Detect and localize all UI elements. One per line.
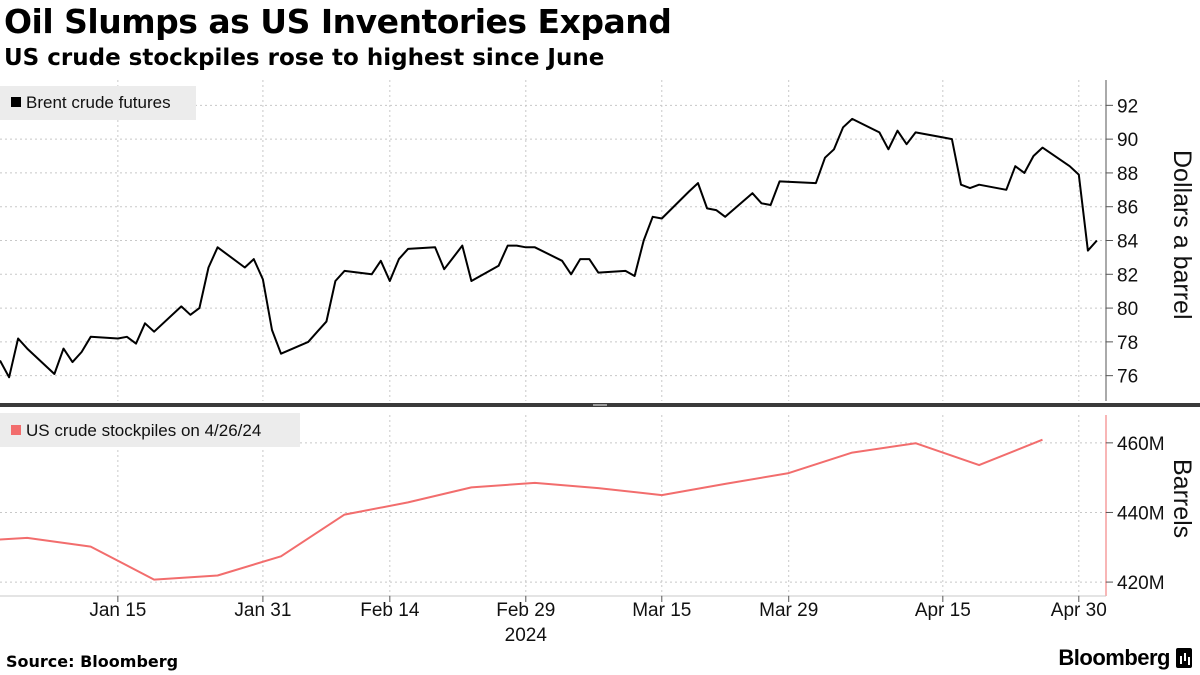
y-tick-label: 440M: [1117, 503, 1165, 524]
brent-legend: Brent crude futures: [0, 86, 196, 120]
x-tick-label: Apr 30: [1051, 600, 1107, 621]
y-tick-label: 76: [1117, 367, 1138, 388]
x-tick-label: Feb 14: [360, 600, 420, 621]
y-tick-label: 90: [1117, 130, 1138, 151]
brent-y-axis-label: Dollars a barrel: [1168, 150, 1196, 320]
y-tick-label: 460M: [1117, 434, 1165, 455]
chart-title: Oil Slumps as US Inventories Expand: [4, 2, 672, 41]
x-tick-label: Jan 15: [89, 600, 146, 621]
y-tick-label: 92: [1117, 96, 1138, 117]
x-axis: Jan 15 Jan 31 Feb 14 Feb 29 Mar 15 Mar 29 Apr …: [89, 596, 1107, 621]
y-tick-label: 80: [1117, 299, 1138, 320]
x-tick-label: Mar 15: [632, 600, 691, 621]
stockpiles-legend: US crude stockpiles on 4/26/24: [0, 413, 300, 447]
x-tick-label: Feb 29: [496, 600, 555, 621]
y-tick-label: 82: [1117, 265, 1138, 286]
y-tick-label: 78: [1117, 333, 1138, 354]
y-tick-label: 420M: [1117, 573, 1165, 594]
chart-area: 76 78 80 82 84 86 88 90 92 Brent crude futures D…: [0, 80, 1200, 646]
x-tick-label: Jan 31: [234, 600, 291, 621]
chart-subtitle: US crude stockpiles rose to highest sinc…: [4, 45, 605, 71]
y-tick-label: 88: [1117, 164, 1138, 185]
bloomberg-wordmark: Bloomberg: [1058, 645, 1170, 670]
stockpiles-legend-box: [0, 413, 300, 447]
source-note: Source: Bloomberg: [6, 652, 179, 671]
brent-legend-swatch: [11, 97, 21, 107]
stockpiles-y-axis: 420M 440M 460M: [1105, 415, 1165, 596]
x-tick-label: Apr 15: [915, 600, 971, 621]
stockpiles-series-line: [0, 438, 1043, 581]
brent-legend-box: [0, 86, 196, 120]
stockpiles-legend-swatch: [11, 425, 21, 435]
bloomberg-terminal-icon: [1176, 648, 1192, 668]
y-tick-label: 84: [1117, 232, 1139, 253]
y-tick-label: 86: [1117, 198, 1138, 219]
brent-series-line: [0, 117, 1098, 379]
stockpiles-y-axis-label: Barrels: [1168, 459, 1196, 538]
panel-divider-grip: [593, 404, 607, 406]
stockpiles-legend-label: US crude stockpiles on 4/26/24: [26, 421, 261, 440]
x-tick-label: Mar 29: [759, 600, 818, 621]
brent-y-axis: 76 78 80 82 84 86 88 90 92: [1105, 80, 1139, 401]
brent-legend-label: Brent crude futures: [26, 93, 171, 112]
brent-gridlines: [0, 80, 1106, 401]
bloomberg-logo: Bloomberg: [1058, 645, 1192, 671]
x-axis-year-label: 2024: [505, 625, 548, 646]
